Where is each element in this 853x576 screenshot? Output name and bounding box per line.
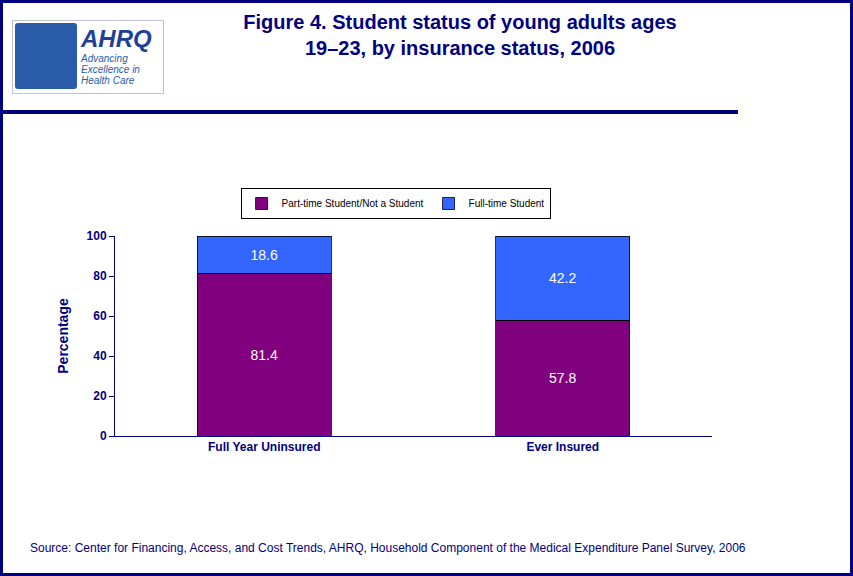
svg-text:42.2: 42.2 xyxy=(549,270,576,286)
svg-text:81.4: 81.4 xyxy=(251,347,278,363)
svg-text:60: 60 xyxy=(93,309,107,323)
svg-text:Full-time Student: Full-time Student xyxy=(469,198,545,209)
html-text:Source: Center for Financing,: Source: Center for Financing, Access, an… xyxy=(30,541,746,555)
svg-text:40: 40 xyxy=(93,349,107,363)
html-text:Advancing Excellence in Health: Advancing Excellence in Health Care xyxy=(81,53,140,86)
svg-text:Part-time Student/Not a Studen: Part-time Student/Not a Student xyxy=(282,198,424,209)
svg-text:80: 80 xyxy=(93,269,107,283)
svg-text:Full Year Uninsured: Full Year Uninsured xyxy=(208,440,320,454)
svg-text:100: 100 xyxy=(87,229,107,243)
svg-text:0: 0 xyxy=(100,429,107,443)
svg-text:Percentage: Percentage xyxy=(55,298,71,374)
svg-text:18.6: 18.6 xyxy=(251,247,278,263)
svg-text:Ever Insured: Ever Insured xyxy=(526,440,599,454)
html-text:AHRQ: AHRQ xyxy=(81,25,152,52)
svg-text:Figure 4. Student status of yo: Figure 4. Student status of young adults… xyxy=(243,11,676,59)
svg-text:57.8: 57.8 xyxy=(549,370,576,386)
svg-text:20: 20 xyxy=(93,389,107,403)
